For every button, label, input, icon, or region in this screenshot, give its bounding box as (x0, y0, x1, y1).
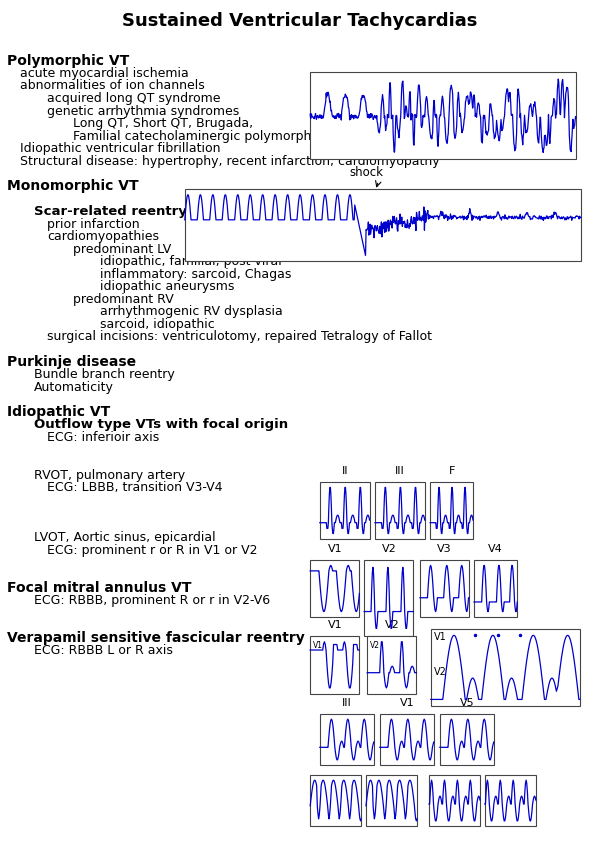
Text: Sustained Ventricular Tachycardias: Sustained Ventricular Tachycardias (122, 12, 478, 31)
Text: Idiopathic VT: Idiopathic VT (7, 405, 110, 419)
Text: III: III (395, 466, 405, 476)
Text: II: II (341, 466, 348, 476)
Text: arrhythmogenic RV dysplasia: arrhythmogenic RV dysplasia (100, 305, 283, 318)
Text: ECG: inferioir axis: ECG: inferioir axis (47, 431, 159, 444)
Bar (375, 482, 425, 539)
Text: Familial catecholaminergic polymorphic VT: Familial catecholaminergic polymorphic V… (73, 130, 343, 142)
Text: V2: V2 (382, 544, 396, 554)
Text: idiopathic, familial, post viral: idiopathic, familial, post viral (100, 255, 281, 268)
Text: Monomorphic VT: Monomorphic VT (7, 180, 139, 193)
Text: V1: V1 (400, 698, 414, 708)
Text: V1: V1 (313, 640, 323, 650)
Text: Scar-related reentry: Scar-related reentry (34, 205, 187, 218)
Text: genetic arrhythmia syndromes: genetic arrhythmia syndromes (47, 104, 239, 118)
Text: sarcoid, idiopathic: sarcoid, idiopathic (100, 318, 214, 331)
Text: ECG: prominent r or R in V1 or V2: ECG: prominent r or R in V1 or V2 (47, 544, 257, 557)
Bar (430, 482, 473, 539)
Text: Purkinje disease: Purkinje disease (7, 355, 136, 369)
Bar (429, 775, 480, 826)
Text: Bundle branch reentry: Bundle branch reentry (34, 368, 175, 381)
Text: V1: V1 (328, 620, 342, 630)
Text: idiopathic aneurysms: idiopathic aneurysms (100, 281, 234, 293)
Text: RVOT, pulmonary artery: RVOT, pulmonary artery (34, 469, 185, 482)
Text: Polymorphic VT: Polymorphic VT (7, 54, 130, 68)
Bar (364, 560, 413, 636)
Text: Structural disease: hypertrophy, recent infarction, cardiomyopathy: Structural disease: hypertrophy, recent … (20, 155, 440, 168)
Text: surgical incisions: ventriculotomy, repaired Tetralogy of Fallot: surgical incisions: ventriculotomy, repa… (47, 331, 432, 343)
Text: predominant LV: predominant LV (73, 243, 172, 255)
Text: LVOT, Aortic sinus, epicardial: LVOT, Aortic sinus, epicardial (34, 532, 215, 544)
Text: V2: V2 (434, 667, 446, 678)
Text: V1: V1 (434, 632, 446, 641)
Text: Idiopathic ventricular fibrillation: Idiopathic ventricular fibrillation (20, 142, 221, 155)
Text: ECG: RBBB, prominent R or r in V2-V6: ECG: RBBB, prominent R or r in V2-V6 (34, 594, 270, 607)
Text: predominant RV: predominant RV (73, 293, 174, 306)
Text: ECG: LBBB, transition V3-V4: ECG: LBBB, transition V3-V4 (47, 481, 223, 494)
Text: F: F (448, 466, 455, 476)
Bar (485, 775, 536, 826)
Bar (185, 189, 581, 261)
Bar (431, 629, 580, 706)
Text: shock: shock (350, 166, 383, 179)
Bar (310, 560, 359, 617)
Text: acute myocardial ischemia: acute myocardial ischemia (20, 67, 189, 80)
Bar (366, 775, 417, 826)
Bar (420, 560, 469, 617)
Text: Automaticity: Automaticity (34, 381, 113, 393)
Text: Focal mitral annulus VT: Focal mitral annulus VT (7, 581, 192, 595)
Text: V4: V4 (488, 544, 503, 554)
Bar (310, 636, 359, 694)
Bar (367, 636, 416, 694)
Text: cardiomyopathies: cardiomyopathies (47, 230, 159, 243)
Text: Long QT, Short QT, Brugada,: Long QT, Short QT, Brugada, (73, 117, 253, 130)
Text: Outflow type VTs with focal origin: Outflow type VTs with focal origin (34, 418, 288, 432)
Bar (380, 714, 434, 765)
Text: V3: V3 (437, 544, 452, 554)
Text: acquired long QT syndrome: acquired long QT syndrome (47, 92, 220, 105)
Bar (310, 775, 361, 826)
Text: prior infarction: prior infarction (47, 218, 139, 231)
Text: inflammatory: sarcoid, Chagas: inflammatory: sarcoid, Chagas (100, 268, 291, 281)
Text: V5: V5 (460, 698, 474, 708)
Text: III: III (342, 698, 352, 708)
Text: V2: V2 (385, 620, 399, 630)
Text: abnormalities of ion channels: abnormalities of ion channels (20, 80, 205, 92)
Bar (320, 482, 370, 539)
Text: ECG: RBBB L or R axis: ECG: RBBB L or R axis (34, 644, 172, 657)
Text: Verapamil sensitive fascicular reentry: Verapamil sensitive fascicular reentry (7, 631, 305, 645)
Bar (440, 714, 494, 765)
Text: V1: V1 (328, 544, 342, 554)
Bar (310, 72, 576, 159)
Bar (474, 560, 517, 617)
Text: V2: V2 (370, 640, 380, 650)
Bar (320, 714, 374, 765)
